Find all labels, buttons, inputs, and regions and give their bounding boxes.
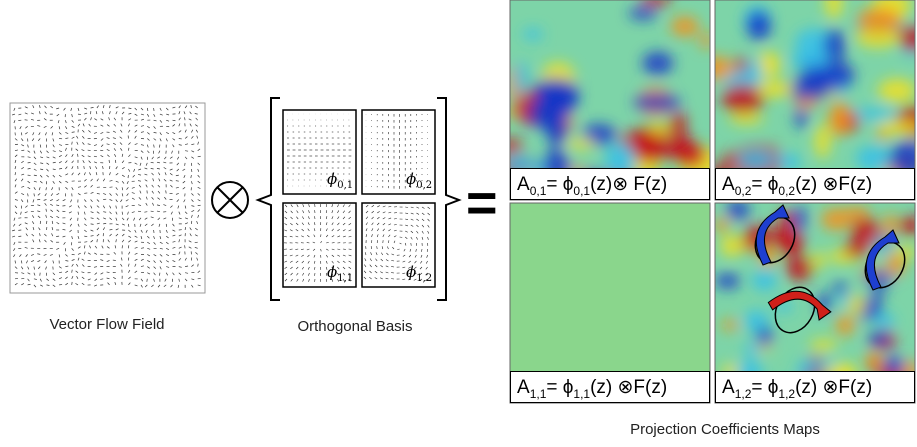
basis-subscript: 1,2	[416, 273, 432, 284]
map-blob	[514, 61, 528, 96]
map-blob	[868, 331, 889, 346]
formula-sub: 1,1	[573, 387, 590, 401]
map-blob	[815, 124, 830, 159]
left-bracket	[258, 98, 280, 300]
map-blob	[878, 79, 916, 103]
map-formula: A1,2= ϕ1,2(z) ⊗F(z)	[715, 371, 915, 403]
formula-lhs: A	[517, 174, 530, 195]
formula-lhs: A	[722, 377, 735, 398]
map-blob	[752, 270, 778, 292]
formula-eq: = ϕ	[751, 174, 778, 195]
map-blob	[812, 252, 825, 268]
basis-label: Orthogonal Basis	[225, 318, 485, 335]
map-blob	[786, 256, 813, 281]
map-blob	[631, 133, 672, 163]
map-blob	[874, 314, 895, 330]
map-blob	[735, 57, 748, 73]
flow-field-label: Vector Flow Field	[0, 316, 237, 333]
map-blob	[748, 56, 762, 87]
flow-field-box	[10, 103, 205, 293]
basis-symbol: ϕ0,2	[406, 170, 432, 191]
formula-sub: 0,2	[735, 184, 752, 198]
map-formula: A0,2= ϕ0,2(z) ⊗F(z)	[715, 168, 915, 200]
otimes	[212, 182, 248, 218]
map-blob	[778, 230, 804, 256]
basis-symbol-char: ϕ	[327, 263, 337, 281]
map-blob	[836, 315, 855, 335]
map-formula: A0,1= ϕ0,1(z)⊗ F(z)	[510, 168, 710, 200]
map-blob	[537, 84, 576, 118]
basis-subscript: 0,1	[337, 180, 353, 191]
right-bracket	[437, 98, 459, 300]
map-blob	[523, 29, 544, 40]
map-blob	[848, 295, 866, 315]
figure: Vector Flow Field Orthogonal Basis Proje…	[0, 0, 917, 447]
formula-eq: = ϕ	[546, 377, 573, 398]
basis-subscript: 0,2	[416, 180, 432, 191]
basis-symbol: ϕ0,1	[327, 170, 353, 191]
basis-symbol: ϕ1,1	[327, 263, 353, 284]
map-blob	[757, 326, 772, 348]
map-blob	[857, 8, 901, 31]
map-formula: A1,1= ϕ1,1(z) ⊗F(z)	[510, 371, 710, 403]
formula-rhs: (z) ⊗F(z)	[795, 174, 872, 195]
basis-symbol-char: ϕ	[406, 170, 416, 188]
map-blob	[566, 139, 596, 149]
formula-rhs: (z) ⊗F(z)	[590, 377, 667, 398]
map-blob	[810, 340, 838, 351]
formula-rhs: (z)⊗ F(z)	[590, 174, 667, 195]
basis-subscript: 1,1	[337, 273, 353, 284]
flow-arrow	[138, 211, 141, 212]
basis-symbol-char: ϕ	[406, 263, 416, 281]
map-blob	[671, 112, 687, 136]
map-blob	[843, 240, 869, 257]
formula-lhs: A	[722, 174, 735, 195]
maps-label: Projection Coefficients Maps	[595, 421, 855, 438]
map-blob	[675, 141, 705, 168]
formula-sub: 0,1	[573, 184, 590, 198]
map-blob	[746, 11, 771, 40]
formula-eq: = ϕ	[751, 377, 778, 398]
map-blob	[715, 274, 741, 289]
map-blob	[633, 94, 681, 111]
map-blob	[642, 52, 673, 75]
flow-arrow	[103, 223, 106, 224]
map-blob	[721, 235, 742, 257]
formula-lhs: A	[517, 377, 530, 398]
map-blob	[794, 205, 806, 231]
basis-symbol: ϕ1,2	[406, 263, 432, 284]
map-blob	[729, 114, 764, 124]
map-blob	[714, 218, 730, 232]
map-blob	[629, 7, 657, 20]
map-blob	[671, 16, 699, 36]
formula-sub: 1,2	[735, 387, 752, 401]
map-blob	[757, 81, 794, 97]
map-blob	[721, 320, 739, 330]
formula-sub: 0,1	[530, 184, 547, 198]
map-blob	[851, 218, 881, 243]
formula-sub: 0,2	[778, 184, 795, 198]
equals-sign: =	[466, 172, 498, 234]
map-blob	[832, 283, 848, 295]
map-blob	[865, 351, 881, 370]
map-blob	[896, 246, 917, 257]
formula-sub: 1,1	[530, 387, 547, 401]
map-blob	[789, 51, 830, 69]
formula-eq: = ϕ	[546, 174, 573, 195]
basis-symbol-char: ϕ	[327, 170, 337, 188]
formula-sub: 1,2	[778, 387, 795, 401]
map-blob	[828, 101, 851, 136]
formula-rhs: (z) ⊗F(z)	[795, 377, 872, 398]
map-blob	[795, 108, 807, 129]
